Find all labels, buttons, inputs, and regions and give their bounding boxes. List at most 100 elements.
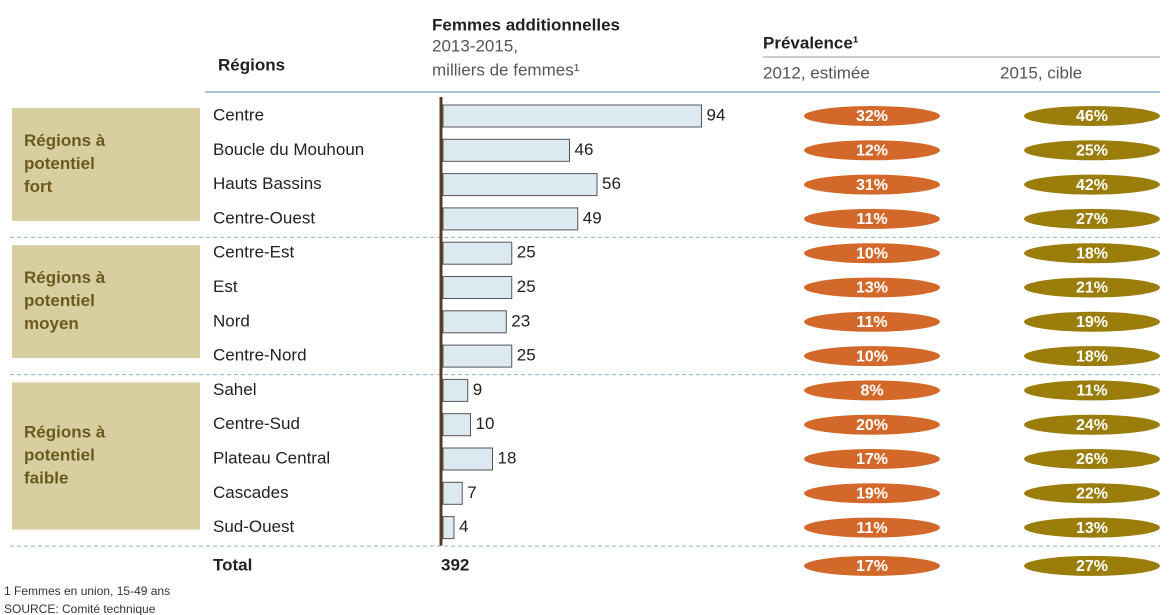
- prevalence-pill: [1024, 414, 1160, 435]
- region-label: Sud-Ouest: [213, 517, 295, 536]
- bar: [442, 481, 463, 505]
- prevalence-pill: [804, 414, 940, 435]
- total-value: 392: [441, 555, 469, 574]
- bar-value: 56: [602, 174, 621, 193]
- col-header: 2012, estimée: [763, 63, 870, 82]
- col-header: 2015, cible: [1000, 63, 1082, 82]
- group-label: faible: [24, 468, 68, 487]
- region-label: Sahel: [213, 380, 256, 399]
- bar-value: 4: [459, 517, 468, 536]
- prevalence-pill: [1024, 555, 1160, 576]
- prevalence-label: 19%: [856, 486, 888, 503]
- prevalence-pill: [804, 449, 940, 469]
- bar-value: 25: [517, 243, 536, 262]
- group-label: fort: [24, 177, 53, 196]
- prevalence-pill: [804, 140, 940, 161]
- prevalence-label: 11%: [1076, 383, 1107, 400]
- bar: [442, 173, 598, 197]
- bar-value: 10: [476, 414, 495, 433]
- region-label: Centre: [213, 105, 264, 124]
- bar: [442, 138, 570, 162]
- region-label: Centre-Ouest: [213, 208, 315, 227]
- bar: [442, 276, 513, 299]
- prevalence-label: 17%: [856, 558, 888, 575]
- prevalence-pill: [804, 380, 940, 401]
- prevalence-label: 13%: [856, 280, 888, 297]
- women-subtitle: milliers de femmes¹: [432, 60, 580, 79]
- prevalence-label: 17%: [856, 451, 888, 468]
- bar: [442, 104, 702, 128]
- region-label: Hauts Bassins: [213, 174, 322, 193]
- prevalence-label: 11%: [856, 211, 887, 228]
- group-box: [12, 382, 200, 530]
- regions-header: Régions: [218, 55, 285, 74]
- prevalence-pill: [1024, 140, 1160, 161]
- prevalence-pill: [804, 174, 940, 195]
- prevalence-label: 12%: [856, 143, 888, 160]
- prevalence-pill: [1024, 208, 1160, 229]
- prevalence-pill: [1024, 174, 1160, 195]
- women-title: Femmes additionnelles: [432, 15, 620, 34]
- prevalence-label: 21%: [1076, 280, 1108, 297]
- prevalence-label: 11%: [856, 520, 887, 537]
- prevalence-label: 18%: [1076, 348, 1108, 365]
- group-label: Régions à: [24, 131, 106, 150]
- prevalence-label: 31%: [856, 177, 888, 194]
- prevalence-pill: [804, 106, 940, 126]
- group-label: Régions à: [24, 268, 106, 287]
- prevalence-label: 26%: [1076, 451, 1108, 468]
- prevalence-label: 42%: [1076, 177, 1108, 194]
- prevalence-pill: [1024, 449, 1160, 469]
- prevalence-label: 18%: [1076, 245, 1108, 262]
- prevalence-label: 32%: [856, 108, 888, 125]
- bar: [442, 310, 507, 334]
- bar-value: 7: [467, 483, 476, 502]
- bar: [442, 413, 471, 437]
- prevalence-label: 8%: [860, 383, 883, 400]
- bar-value: 9: [473, 380, 482, 399]
- prevalence-label: 10%: [856, 245, 888, 262]
- group-label: potentiel: [24, 154, 95, 173]
- prevalence-pill: [1024, 243, 1160, 264]
- prevalence-pill: [804, 517, 940, 538]
- prevalence-pill: [1024, 346, 1160, 367]
- bar-value: 25: [517, 346, 536, 365]
- prevalence-pill: [804, 208, 940, 229]
- bar-value: 23: [511, 311, 530, 330]
- prevalence-label: 27%: [1076, 558, 1108, 575]
- prevalence-pill: [804, 346, 940, 367]
- prevalence-pill: [804, 311, 940, 332]
- women-subtitle: 2013-2015,: [432, 36, 518, 55]
- prevalence-pill: [1024, 483, 1160, 504]
- prevalence-label: 25%: [1076, 143, 1108, 160]
- region-label: Plateau Central: [213, 448, 330, 467]
- prevalence-label: 11%: [856, 314, 887, 331]
- region-label: Centre-Est: [213, 243, 295, 262]
- region-label: Centre-Sud: [213, 414, 300, 433]
- region-label: Boucle du Mouhoun: [213, 140, 364, 159]
- prevalence-pill: [804, 277, 940, 298]
- region-label: Centre-Nord: [213, 346, 307, 365]
- prevalence-pill: [804, 555, 940, 576]
- bar: [442, 207, 579, 231]
- group-label: potentiel: [24, 445, 95, 464]
- prevalence-pill: [1024, 106, 1160, 126]
- prevalence-pill: [1024, 380, 1160, 401]
- bar: [442, 516, 455, 540]
- prevalence-label: 10%: [856, 348, 888, 365]
- total-label: Total: [213, 555, 252, 574]
- bar: [442, 241, 513, 265]
- region-label: Cascades: [213, 483, 289, 502]
- group-label: Régions à: [24, 422, 106, 441]
- prevalence-pill: [804, 243, 940, 264]
- prevalence-label: 20%: [856, 417, 888, 434]
- bar-value: 46: [575, 140, 594, 159]
- region-label: Nord: [213, 311, 250, 330]
- bar: [442, 378, 469, 402]
- prevalence-label: 46%: [1076, 108, 1108, 125]
- footnote: 1 Femmes en union, 15-49 ans: [4, 584, 170, 598]
- group-box: [12, 245, 200, 359]
- prevalence-label: 27%: [1076, 211, 1108, 228]
- bar: [442, 447, 493, 471]
